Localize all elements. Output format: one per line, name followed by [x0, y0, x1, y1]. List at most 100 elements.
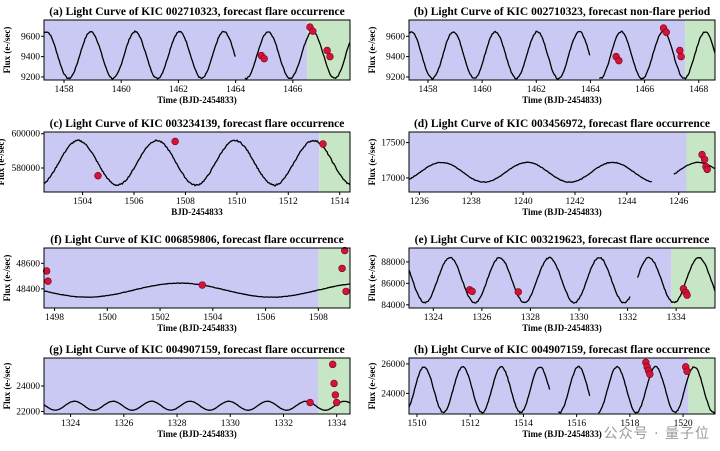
x-tick-label: 1504 — [73, 197, 92, 207]
y-tick-label: 26000 — [381, 360, 405, 370]
x-tick-label: 1460 — [473, 85, 492, 95]
y-tick-label: 48600 — [16, 259, 40, 269]
x-tick-label: 1244 — [617, 197, 636, 207]
plot-frame — [408, 19, 716, 81]
y-tick-label: 17000 — [381, 174, 405, 184]
x-tick-label: 1520 — [674, 419, 693, 429]
flare-point-3 — [309, 27, 317, 35]
flare-point-5 — [683, 367, 691, 375]
x-tick-label: 1510 — [227, 197, 246, 207]
x-tick-label: 1458 — [55, 85, 74, 95]
x-tick-label: 1500 — [98, 313, 117, 323]
flare-point-5 — [677, 52, 685, 61]
flare-point-2 — [514, 288, 522, 296]
x-tick-label: 1464 — [581, 85, 600, 95]
plot-frame — [43, 131, 351, 193]
x-tick-label: 1332 — [274, 419, 293, 429]
flare-point-0 — [94, 172, 102, 180]
x-tick-label: 1242 — [565, 197, 584, 207]
y-axis-label: Flux (e-/sec) — [367, 363, 377, 410]
flare-point-3 — [662, 28, 670, 36]
flare-point-1 — [468, 287, 476, 296]
watermark: 公众号 · 量子位 — [603, 426, 710, 442]
x-tick-label: 1504 — [203, 313, 222, 323]
y-tick-label: 600000 — [12, 130, 41, 140]
panel-b: (b) Light Curve of KIC 002710323, foreca… — [367, 6, 716, 105]
light-curve-line — [408, 30, 716, 80]
panel-title: (h) Light Curve of KIC 004907159, foreca… — [414, 344, 710, 356]
flare-point-4 — [341, 246, 349, 255]
x-tick-label: 1334 — [327, 419, 346, 429]
panel-e: (e) Light Curve of KIC 003219623, foreca… — [367, 234, 716, 333]
light-curve-line — [408, 365, 716, 414]
panel-h: (h) Light Curve of KIC 004907159, foreca… — [367, 344, 716, 439]
y-tick-label: 86000 — [381, 279, 405, 289]
flare-point-4 — [676, 46, 684, 55]
y-tick-label: 9600 — [386, 32, 405, 42]
x-tick-label: 1516 — [567, 419, 586, 429]
history-region — [44, 132, 320, 192]
flare-point-2 — [198, 281, 206, 289]
x-tick-label: 1328 — [521, 313, 540, 323]
y-tick-label: 9400 — [21, 53, 40, 63]
flare-point-0 — [306, 398, 314, 407]
flare-point-1 — [44, 277, 52, 285]
x-tick-label: 1326 — [114, 419, 133, 429]
history-region — [409, 132, 687, 192]
y-axis-label: Flux (e-/sec) — [367, 27, 377, 74]
light-curve-line — [408, 256, 716, 304]
panel-title: (g) Light Curve of KIC 004907159, foreca… — [49, 344, 344, 356]
x-tick-label: 1246 — [669, 197, 688, 207]
panel-title: (a) Light Curve of KIC 002710323, foreca… — [49, 6, 344, 18]
x-tick-label: 1510 — [407, 419, 426, 429]
flare-point-1 — [700, 155, 709, 164]
history-region — [409, 248, 672, 308]
flare-point-3 — [338, 264, 346, 273]
panel-title: (c) Light Curve of KIC 003234139, foreca… — [50, 118, 345, 130]
flare-point-1 — [615, 56, 623, 65]
x-tick-label: 1334 — [667, 313, 686, 323]
panel-title: (e) Light Curve of KIC 003219623, foreca… — [415, 234, 710, 246]
flare-point-5 — [342, 287, 350, 296]
x-tick-label: 1508 — [176, 197, 195, 207]
panel-g: (g) Light Curve of KIC 004907159, foreca… — [2, 344, 351, 439]
flare-point-3 — [331, 391, 340, 399]
x-axis-label: Time (BJD-2454833) — [157, 323, 237, 333]
x-tick-label: 1324 — [424, 313, 443, 323]
x-axis-label: Time (BJD-2454833) — [157, 429, 237, 439]
x-tick-label: 1502 — [151, 313, 170, 323]
x-tick-label: 1508 — [309, 313, 328, 323]
x-tick-label: 1506 — [125, 197, 144, 207]
x-tick-label: 1498 — [45, 313, 64, 323]
flare-point-0 — [42, 267, 51, 275]
plot-frame — [408, 357, 716, 415]
x-axis-label: Time (BJD-2454833) — [157, 95, 237, 105]
y-tick-label: 48400 — [16, 285, 40, 295]
x-tick-label: 1464 — [226, 85, 245, 95]
light-curve-line — [43, 29, 351, 80]
x-axis-label: Time (BJD-2454833) — [522, 95, 602, 105]
y-tick-label: 9200 — [386, 73, 405, 83]
plot-frame — [43, 19, 351, 81]
x-tick-label: 1466 — [283, 85, 302, 95]
y-tick-label: 9400 — [386, 53, 405, 63]
y-tick-label: 24000 — [16, 382, 40, 392]
x-tick-label: 1238 — [462, 197, 481, 207]
x-tick-label: 1468 — [689, 85, 708, 95]
x-tick-label: 1512 — [279, 197, 298, 207]
x-tick-label: 1460 — [112, 85, 131, 95]
y-tick-label: 24000 — [381, 389, 405, 399]
x-tick-label: 1236 — [410, 197, 429, 207]
panel-a: (a) Light Curve of KIC 002710323, foreca… — [2, 6, 351, 105]
x-tick-label: 1332 — [618, 313, 637, 323]
x-tick-label: 1466 — [635, 85, 654, 95]
x-tick-label: 1514 — [330, 197, 349, 207]
light-curve-line — [43, 139, 351, 187]
y-axis-label: Flux (e-/sec) — [0, 139, 6, 186]
x-tick-label: 1462 — [169, 85, 188, 95]
light-curve-line — [43, 282, 351, 298]
y-tick-label: 580000 — [12, 164, 41, 174]
y-tick-label: 84000 — [381, 301, 405, 311]
panel-title: (b) Light Curve of KIC 002710323, foreca… — [414, 6, 711, 18]
